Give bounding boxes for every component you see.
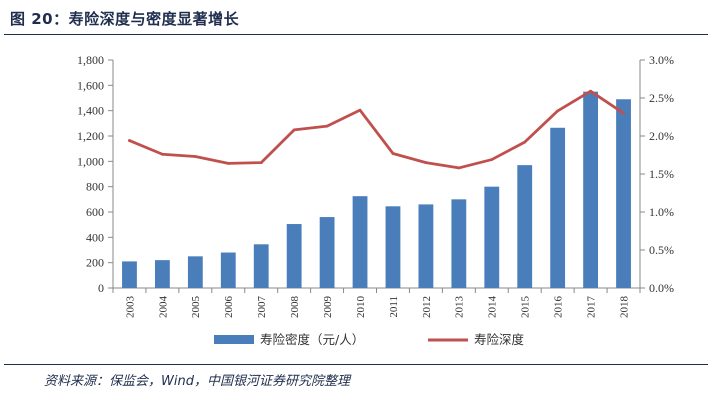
right-axis-tick-label: 1.5% xyxy=(649,167,674,181)
depth-line-point xyxy=(523,140,527,144)
density-bar xyxy=(220,252,236,288)
footer-divider xyxy=(4,364,708,365)
depth-line-point xyxy=(490,158,494,161)
x-axis-tick-label: 2004 xyxy=(157,296,169,319)
legend: 寿险密度（元/人） 寿险深度 xyxy=(214,332,525,347)
density-bar xyxy=(187,256,203,288)
x-axis-tick-label: 2006 xyxy=(223,296,235,319)
legend-label-density: 寿险密度（元/人） xyxy=(260,332,364,347)
density-bar xyxy=(451,199,467,288)
depth-line-point xyxy=(358,108,362,112)
density-bar xyxy=(319,217,335,288)
right-axis-tick-label: 3.0% xyxy=(649,53,674,67)
x-axis-tick-label: 2005 xyxy=(190,296,202,319)
x-axis-tick-label: 2010 xyxy=(355,296,367,319)
right-axis-tick-label: 0.0% xyxy=(649,281,674,295)
density-bar xyxy=(517,165,533,288)
x-axis-tick-label: 2007 xyxy=(256,296,268,319)
x-axis-tick-label: 2013 xyxy=(454,296,466,319)
left-axis-tick-label: 1,000 xyxy=(77,154,104,168)
depth-line-point xyxy=(292,128,296,132)
x-axis-tick-label: 2012 xyxy=(421,296,433,318)
density-bar xyxy=(484,186,500,288)
left-axis-tick-label: 200 xyxy=(86,256,104,270)
depth-line-point xyxy=(556,109,560,113)
chart-title: 图 20：寿险深度与密度显著增长 xyxy=(10,10,240,28)
left-axis-tick-label: 1,400 xyxy=(77,104,104,118)
depth-line xyxy=(128,89,625,170)
x-axis: 2003 2004 2005 2006 2007 2008 2009 2010 2011 2012… xyxy=(112,287,641,319)
depth-line-point xyxy=(457,166,461,170)
right-axis-tick-label: 2.5% xyxy=(649,91,674,105)
density-bar xyxy=(122,261,137,288)
legend-swatch-density xyxy=(214,335,254,344)
x-axis-tick-label: 2009 xyxy=(322,296,334,319)
density-bar xyxy=(253,244,269,288)
x-axis-tick-label: 2017 xyxy=(585,296,597,319)
depth-line-point xyxy=(325,124,329,128)
density-bar xyxy=(154,260,170,288)
density-bar xyxy=(352,196,368,288)
depth-line-point xyxy=(193,155,197,158)
density-bar xyxy=(583,91,599,288)
x-axis-tick-label: 2008 xyxy=(289,296,301,319)
depth-line-point xyxy=(128,139,131,142)
depth-line-point xyxy=(161,152,164,156)
depth-line-path xyxy=(128,89,625,170)
left-axis-tick-label: 1,600 xyxy=(77,78,104,92)
depth-line-point xyxy=(424,161,428,164)
source-note: 资料来源：保监会，Wind，中国银河证券研究院整理 xyxy=(44,374,350,389)
title-divider xyxy=(4,34,708,35)
legend-label-depth: 寿险深度 xyxy=(474,332,525,347)
x-axis-tick-label: 2014 xyxy=(487,296,499,319)
x-axis-tick-label: 2016 xyxy=(553,296,565,319)
density-bars xyxy=(122,91,631,289)
left-axis-tick-label: 400 xyxy=(86,230,104,244)
x-axis-tick-label: 2018 xyxy=(618,296,630,319)
combo-chart: 0 200 400 600 800 1,000 1,200 1,400 1,600 1,800 0… xyxy=(77,53,674,347)
density-bar xyxy=(286,224,302,288)
right-axis-tick-label: 1.0% xyxy=(649,205,674,219)
x-axis-tick-label: 2015 xyxy=(520,296,532,319)
right-axis-tick-label: 0.5% xyxy=(649,243,674,257)
density-bar xyxy=(550,127,566,289)
density-bar xyxy=(385,206,401,288)
title-bar: 图 20：寿险深度与密度显著增长 xyxy=(4,2,704,32)
depth-line-point xyxy=(391,152,395,155)
depth-line-point xyxy=(622,111,625,115)
depth-line-point xyxy=(259,161,263,164)
left-axis-tick-label: 0 xyxy=(98,281,104,295)
left-axis-tick-label: 1,800 xyxy=(77,53,104,67)
right-axis-tick-label: 2.0% xyxy=(649,129,674,143)
density-bar xyxy=(418,204,434,288)
left-axis-tick-label: 800 xyxy=(86,180,104,194)
right-y-axis: 0.0% 0.5% 1.0% 1.5% 2.0% 2.5% 3.0% xyxy=(639,53,674,295)
x-axis-tick-label: 2003 xyxy=(124,296,136,319)
left-axis-tick-label: 600 xyxy=(86,205,104,219)
left-y-axis: 0 200 400 600 800 1,000 1,200 1,400 1,600 1,800 xyxy=(77,53,114,295)
x-axis-tick-label: 2011 xyxy=(388,296,400,318)
density-bar xyxy=(616,99,631,289)
left-axis-tick-label: 1,200 xyxy=(77,129,104,143)
depth-line-point xyxy=(589,89,592,93)
depth-line-point xyxy=(226,161,230,165)
